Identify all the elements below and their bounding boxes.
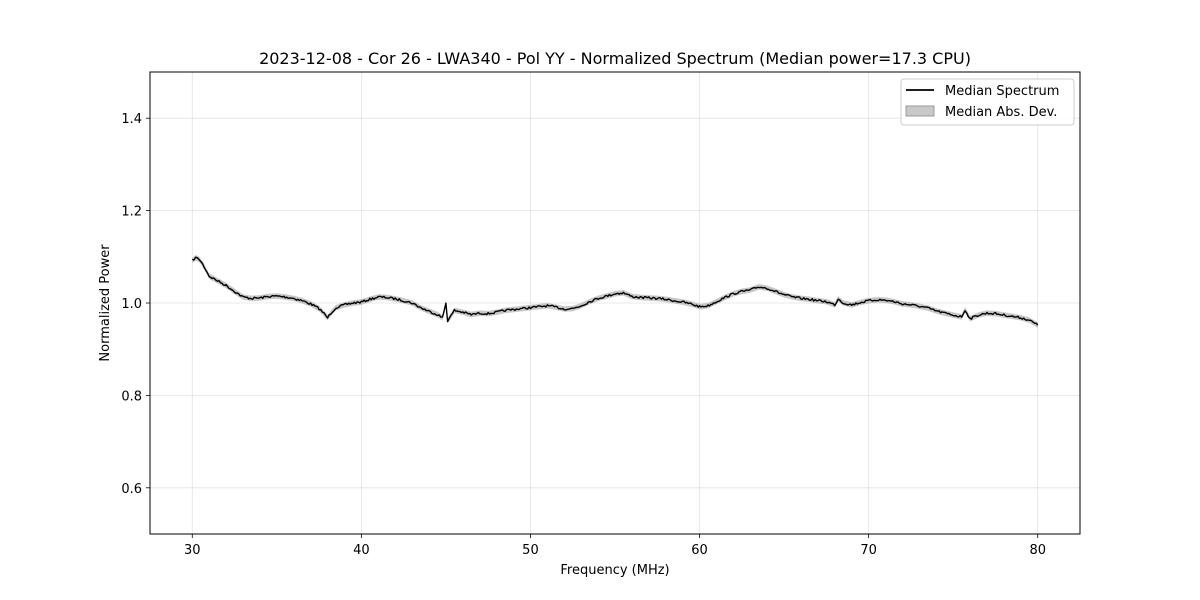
x-tick-label: 80 <box>1029 543 1046 558</box>
x-tick-label: 30 <box>184 543 201 558</box>
x-tick-label: 60 <box>691 543 708 558</box>
y-axis-ticks: 0.6 0.8 1.0 1.2 1.4 <box>121 112 150 497</box>
legend-label-median-spectrum: Median Spectrum <box>945 84 1059 99</box>
legend-box <box>900 78 1075 126</box>
y-tick-label: 1.2 <box>121 205 142 220</box>
mad-band <box>192 254 1038 328</box>
x-tick-label: 50 <box>522 543 539 558</box>
x-axis-ticks: 30 40 50 60 70 80 <box>184 534 1046 558</box>
x-tick-label: 40 <box>353 543 370 558</box>
median-line-layer <box>192 256 1039 326</box>
y-axis-label: Normalized Power <box>98 244 113 362</box>
legend-band-swatch <box>905 105 935 117</box>
median-spectrum-line <box>192 256 1039 326</box>
x-axis-label: Frequency (MHz) <box>560 563 669 578</box>
legend-label-median-abs-dev: Median Abs. Dev. <box>945 105 1057 120</box>
chart-title: 2023-12-08 - Cor 26 - LWA340 - Pol YY - … <box>259 49 971 68</box>
y-tick-label: 1.0 <box>121 297 142 312</box>
mad-band-layer <box>192 254 1038 328</box>
y-tick-label: 0.8 <box>121 389 142 404</box>
y-tick-label: 0.6 <box>121 482 142 497</box>
legend: Median Spectrum Median Abs. Dev. <box>900 78 1075 126</box>
x-tick-label: 70 <box>860 543 877 558</box>
y-tick-label: 1.4 <box>121 112 142 127</box>
